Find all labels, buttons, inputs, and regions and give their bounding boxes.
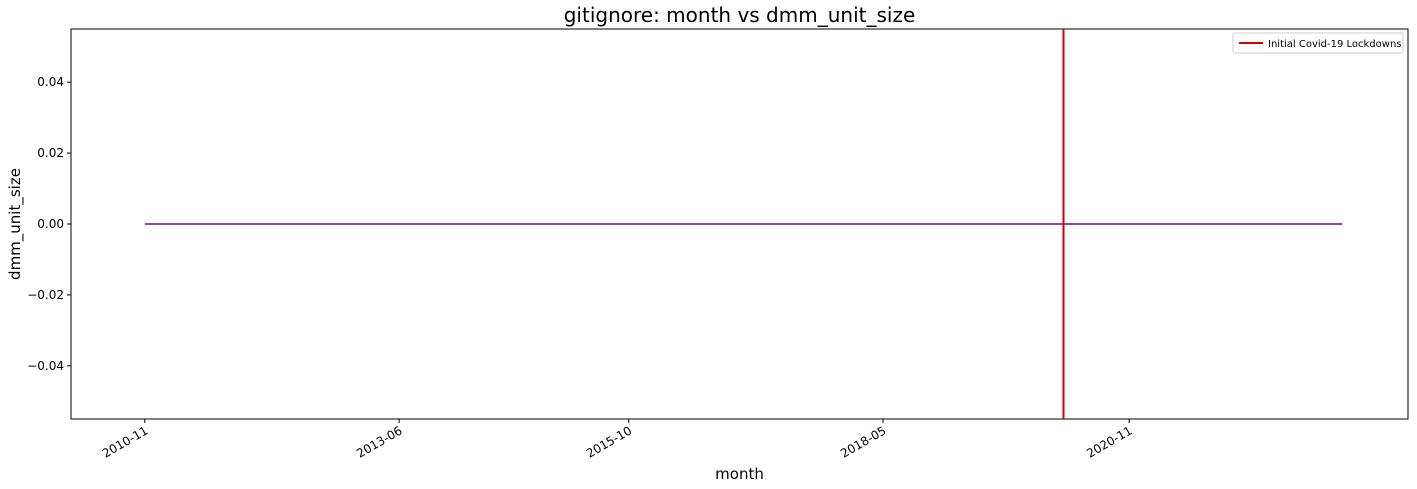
x-tick-label: 2020-11: [1084, 423, 1134, 460]
chart-title: gitignore: month vs dmm_unit_size: [564, 3, 916, 27]
y-axis: 0.04 0.02 0.00 −0.02 −0.04: [27, 75, 71, 373]
y-tick-label: −0.02: [27, 288, 64, 302]
x-axis: 2010-11 2013-06 2015-10 2018-05 2020-11: [100, 419, 1135, 461]
y-tick-label: 0.02: [37, 146, 64, 160]
legend-entry-covid: Initial Covid-19 Lockdowns: [1268, 39, 1402, 50]
legend-box: [1232, 32, 1404, 54]
y-axis-label: dmm_unit_size: [6, 168, 25, 280]
y-tick-label: 0.00: [37, 217, 64, 231]
x-tick-label: 2010-11: [100, 423, 150, 460]
x-axis-label: month: [715, 465, 764, 483]
legend: Initial Covid-19 Lockdowns: [1232, 32, 1404, 54]
y-tick-label: 0.04: [37, 75, 64, 89]
x-tick-label: 2018-05: [838, 423, 888, 460]
y-tick-label: −0.04: [27, 359, 64, 373]
x-tick-label: 2015-10: [584, 423, 634, 460]
x-tick-label: 2013-06: [354, 423, 404, 460]
